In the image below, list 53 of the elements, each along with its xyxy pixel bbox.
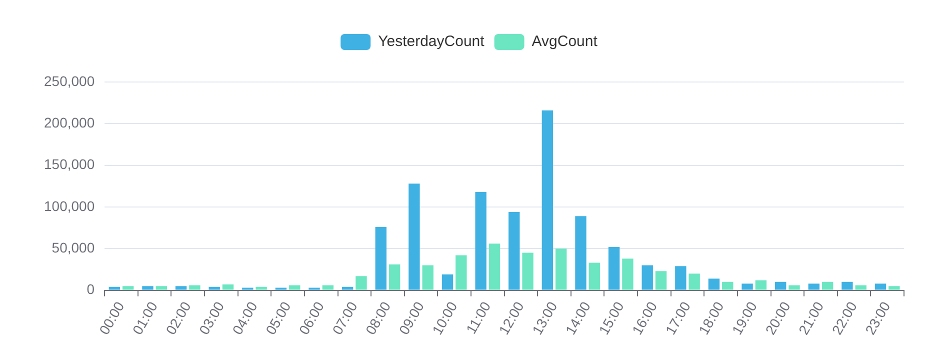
bar xyxy=(122,286,134,290)
bar xyxy=(408,184,420,290)
bar xyxy=(342,286,354,290)
bar xyxy=(742,284,753,290)
bar xyxy=(655,271,667,290)
bar xyxy=(722,282,734,290)
bar xyxy=(788,285,800,290)
bar xyxy=(475,192,486,290)
bar xyxy=(588,262,600,290)
legend-label: YesterdayCount xyxy=(378,33,486,50)
bar xyxy=(675,266,686,290)
bar xyxy=(608,246,620,290)
y-tick-label: 200,000 xyxy=(44,114,95,131)
bar xyxy=(375,226,386,290)
bar xyxy=(808,284,820,290)
bar xyxy=(508,212,520,290)
y-tick-label: 100,000 xyxy=(44,198,95,214)
bar xyxy=(142,286,154,290)
bar xyxy=(822,282,834,290)
bar xyxy=(774,282,786,290)
bar xyxy=(575,216,586,290)
y-tick-label: 250,000 xyxy=(44,72,95,89)
bar xyxy=(422,265,434,290)
legend-label: AvgCount xyxy=(532,33,598,50)
bar xyxy=(555,248,567,290)
bar xyxy=(189,285,200,290)
y-tick-label: 150,000 xyxy=(44,156,95,172)
bar xyxy=(456,255,467,290)
y-tick-label: 50,000 xyxy=(52,239,95,256)
bar xyxy=(442,274,454,290)
y-tick-label: 0 xyxy=(86,281,95,298)
bar xyxy=(642,265,653,290)
bar xyxy=(708,278,720,290)
bar xyxy=(542,110,554,290)
bar xyxy=(755,280,767,290)
bar xyxy=(688,274,700,290)
bar xyxy=(289,285,300,290)
bar xyxy=(622,258,634,290)
bar xyxy=(256,286,267,290)
bar xyxy=(222,284,234,290)
bar xyxy=(522,252,534,290)
bar xyxy=(855,285,866,290)
bar xyxy=(322,285,334,290)
bar xyxy=(108,286,120,290)
bar xyxy=(156,286,167,290)
bar xyxy=(356,276,367,290)
bar xyxy=(888,286,900,290)
bar xyxy=(874,284,886,290)
bar xyxy=(842,282,853,290)
bar xyxy=(388,264,400,290)
bar xyxy=(175,286,187,290)
bar xyxy=(208,286,220,290)
bar xyxy=(488,244,500,290)
